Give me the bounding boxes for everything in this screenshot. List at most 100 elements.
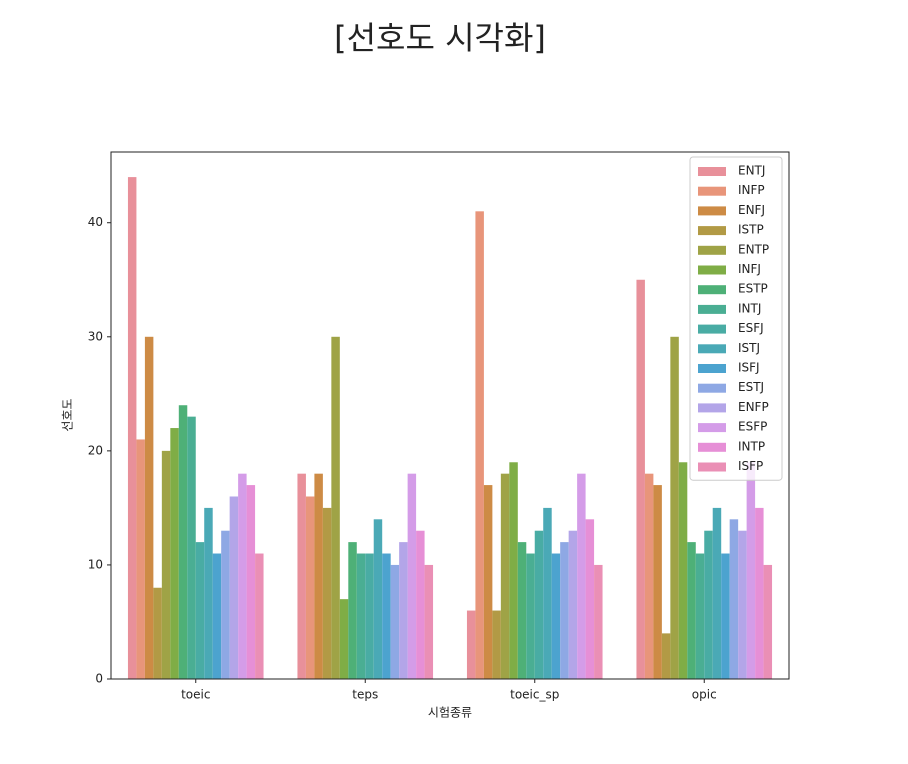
bar	[314, 473, 323, 679]
bar	[551, 553, 561, 679]
bar	[407, 473, 417, 679]
bar	[483, 485, 493, 679]
bar	[670, 336, 679, 679]
bar	[738, 530, 747, 679]
legend-label: ENFP	[738, 400, 769, 414]
y-tick-label: 40	[88, 215, 103, 229]
bar	[153, 587, 162, 679]
legend-label: INFJ	[738, 262, 761, 276]
bar	[585, 519, 595, 679]
legend-label: INFP	[738, 183, 765, 197]
bar	[594, 564, 603, 679]
bar	[577, 473, 586, 679]
legend-label: ISTP	[738, 223, 764, 237]
bar	[543, 507, 552, 679]
bar	[365, 553, 374, 679]
bar	[695, 553, 705, 679]
bar	[136, 439, 145, 679]
bar	[246, 485, 256, 679]
legend-swatch	[698, 265, 726, 275]
bar	[509, 462, 518, 679]
bar	[636, 279, 645, 679]
bar	[475, 211, 484, 679]
legend-swatch	[698, 226, 726, 236]
bar	[195, 542, 205, 679]
bar	[305, 496, 315, 679]
bar	[356, 553, 366, 679]
bar	[704, 530, 713, 679]
bar	[492, 610, 501, 679]
bar	[661, 633, 671, 679]
legend-swatch	[698, 285, 726, 295]
legend-label: ESTJ	[738, 380, 764, 394]
legend-label: ISFP	[738, 459, 763, 473]
bar	[178, 405, 188, 679]
bar	[526, 553, 535, 679]
bar	[653, 485, 662, 679]
legend-swatch	[698, 442, 726, 452]
bar	[517, 542, 527, 679]
bar	[416, 530, 425, 679]
bar	[204, 507, 213, 679]
bar	[187, 416, 196, 679]
bar	[170, 428, 179, 679]
bar	[161, 450, 171, 679]
bar	[560, 542, 569, 679]
bar	[687, 542, 696, 679]
bar	[212, 553, 222, 679]
legend-swatch	[698, 167, 726, 176]
bar	[500, 473, 510, 679]
y-tick-label: 20	[88, 443, 103, 457]
bar	[712, 507, 722, 679]
bar	[763, 564, 773, 679]
bar	[534, 530, 544, 679]
legend-swatch	[698, 383, 726, 393]
legend-label: ESFJ	[738, 321, 764, 335]
legend-swatch	[698, 462, 726, 472]
bar	[255, 553, 264, 679]
x-tick-label: opic	[692, 688, 717, 702]
legend-label: ISTJ	[738, 341, 760, 355]
bar	[729, 519, 739, 679]
legend-swatch	[698, 344, 726, 354]
bar	[382, 553, 391, 679]
bar	[144, 336, 154, 679]
legend-box	[689, 156, 783, 481]
bar	[297, 473, 306, 679]
bar	[331, 336, 340, 679]
chart-title: [선호도 시각화]	[334, 19, 546, 57]
bar	[568, 530, 578, 679]
y-tick-label: 10	[88, 557, 103, 571]
bar	[348, 542, 357, 679]
bar	[373, 519, 383, 679]
legend-label: ENTP	[738, 242, 769, 256]
legend-label: INTJ	[738, 301, 761, 315]
x-tick-label: toeic	[181, 688, 210, 702]
bar	[399, 542, 408, 679]
legend-swatch	[698, 304, 726, 314]
y-tick-label: 0	[95, 672, 103, 686]
y-axis-label: 선호도	[61, 398, 75, 431]
bar	[390, 564, 400, 679]
x-tick-label: teps	[352, 688, 378, 702]
legend-swatch	[698, 403, 726, 413]
legend-swatch	[698, 324, 726, 334]
y-tick-label: 30	[88, 329, 103, 343]
legend-label: ISFJ	[738, 361, 760, 375]
legend-label: INTP	[738, 439, 765, 453]
legend-label: ESFP	[738, 420, 767, 434]
x-tick-label: toeic_sp	[510, 688, 559, 702]
legend-swatch	[698, 245, 726, 255]
bar	[721, 553, 730, 679]
x-axis-label: 시험종류	[428, 706, 472, 720]
legend-label: ESTP	[738, 282, 768, 296]
bar	[746, 462, 756, 679]
legend-swatch	[698, 206, 726, 216]
bar	[755, 507, 764, 679]
bar	[229, 496, 239, 679]
legend-swatch	[698, 364, 726, 373]
legend-label: ENTJ	[738, 164, 765, 178]
bar	[644, 473, 654, 679]
